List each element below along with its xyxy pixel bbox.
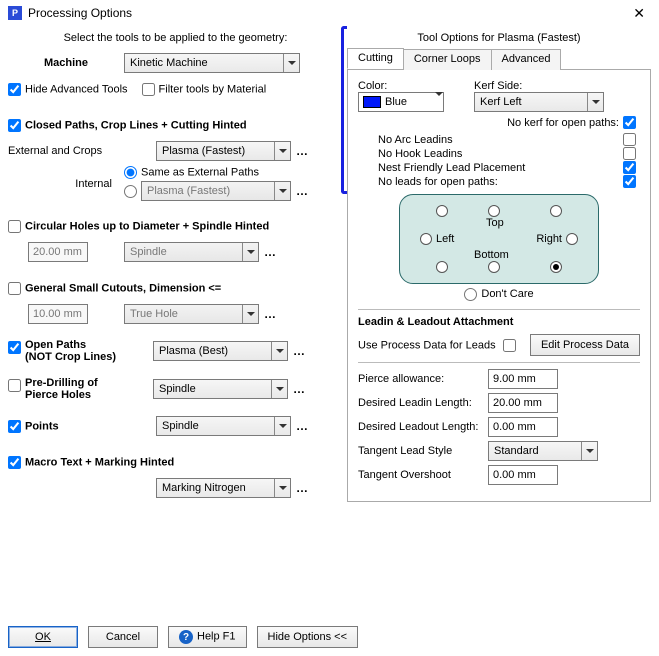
kerf-side-label: Kerf Side: [474,80,640,92]
no-hook-leadins-checkbox[interactable] [623,147,636,160]
open-paths-tool-select[interactable]: Plasma (Best) [153,341,288,361]
small-cutouts-checkbox[interactable]: General Small Cutouts, Dimension <= [8,282,221,295]
lead-pos-right-radio[interactable] [566,233,578,245]
kerf-side-select[interactable]: Kerf Left [474,92,604,112]
no-arc-leadins-label: No Arc Leadins [378,134,623,146]
leadout-length-input[interactable] [488,417,558,437]
circular-tool-more-button[interactable]: … [261,242,279,262]
lead-pos-tr-radio[interactable] [550,205,562,217]
circular-diameter-input[interactable] [28,242,88,262]
closed-paths-checkbox[interactable]: Closed Paths, Crop Lines + Cutting Hinte… [8,119,247,132]
lead-pos-top-radio[interactable] [488,205,500,217]
points-tool-select[interactable]: Spindle [156,416,291,436]
dialog-button-bar: OK Cancel ?Help F1 Hide Options << [8,626,358,648]
tab-corner-loops[interactable]: Corner Loops [403,49,492,70]
leadin-leadout-heading: Leadin & Leadout Attachment [358,316,640,328]
no-leads-open-checkbox[interactable] [623,175,636,188]
tangent-overshoot-label: Tangent Overshoot [358,469,488,481]
lead-position-panel: Top Left Right Bottom [399,194,599,284]
tool-options-title: Tool Options for Plasma (Fastest) [347,26,651,46]
color-swatch-icon [363,96,381,108]
edit-process-data-button[interactable]: Edit Process Data [530,334,640,356]
window-title: Processing Options [28,6,627,20]
lead-pos-tl-radio[interactable] [436,205,448,217]
lead-pos-bottom-radio[interactable] [488,261,500,273]
no-leads-open-label: No leads for open paths: [378,176,623,188]
external-tool-select[interactable]: Plasma (Fastest) [156,141,291,161]
leadout-length-label: Desired Leadout Length: [358,421,488,433]
tab-strip: Cutting Corner Loops Advanced [347,48,651,70]
tangent-style-select[interactable]: Standard [488,441,598,461]
internal-label: Internal [8,178,124,190]
small-cutouts-more-button[interactable]: … [261,304,279,324]
lead-pos-left-radio[interactable] [420,233,432,245]
color-label: Color: [358,80,444,92]
internal-tool-more-button[interactable]: … [293,181,311,201]
left-panel: Select the tools to be applied to the ge… [8,26,343,503]
tab-cutting[interactable]: Cutting [347,48,404,69]
hide-advanced-checkbox[interactable]: Hide Advanced Tools [8,83,128,96]
machine-select[interactable]: Kinetic Machine [124,53,300,73]
tab-pane-cutting: Color: Blue Kerf Side: Kerf Left No kerf… [347,70,651,502]
tangent-overshoot-input[interactable] [488,465,558,485]
dont-care-radio[interactable]: Don't Care [464,288,533,300]
external-crops-label: External and Crops [8,145,156,157]
ok-button[interactable]: OK [8,626,78,648]
tab-advanced[interactable]: Advanced [491,49,562,70]
points-checkbox[interactable]: Points [8,420,156,433]
pierce-allowance-input[interactable] [488,369,558,389]
small-cutouts-dim-input[interactable] [28,304,88,324]
use-process-data-checkbox[interactable]: Use Process Data for Leads [358,339,520,352]
no-kerf-open-label: No kerf for open paths: [507,117,619,129]
leadin-length-input[interactable] [488,393,558,413]
no-kerf-open-checkbox[interactable] [623,116,636,129]
lead-pos-br-radio[interactable] [550,261,562,273]
title-bar: P Processing Options ✕ [0,0,659,26]
internal-same-radio[interactable]: Same as External Paths [124,166,311,179]
macro-text-checkbox[interactable]: Macro Text + Marking Hinted [8,456,174,469]
close-icon[interactable]: ✕ [627,5,651,22]
open-paths-more-button[interactable]: … [290,341,308,361]
predrill-checkbox[interactable]: Pre-Drilling of Pierce Holes [8,377,153,401]
points-more-button[interactable]: … [293,416,311,436]
no-hook-leadins-label: No Hook Leadins [378,148,623,160]
macro-more-button[interactable]: … [293,478,311,498]
leadin-length-label: Desired Leadin Length: [358,397,488,409]
tangent-style-label: Tangent Lead Style [358,445,488,457]
predrill-more-button[interactable]: … [290,379,308,399]
filter-material-checkbox[interactable]: Filter tools by Material [142,83,267,96]
help-button[interactable]: ?Help F1 [168,626,247,648]
open-paths-checkbox[interactable]: Open Paths (NOT Crop Lines) [8,339,153,363]
app-icon: P [8,6,22,20]
circular-tool-select[interactable]: Spindle [124,242,259,262]
machine-label: Machine [8,57,124,69]
external-tool-more-button[interactable]: … [293,141,311,161]
cancel-button[interactable]: Cancel [88,626,158,648]
predrill-tool-select[interactable]: Spindle [153,379,288,399]
no-arc-leadins-checkbox[interactable] [623,133,636,146]
hide-options-button[interactable]: Hide Options << [257,626,359,648]
instruction-text: Select the tools to be applied to the ge… [8,26,339,52]
circular-holes-checkbox[interactable]: Circular Holes up to Diameter + Spindle … [8,220,269,233]
internal-custom-radio[interactable] [124,185,137,198]
color-select[interactable]: Blue [358,92,444,112]
nest-friendly-checkbox[interactable] [623,161,636,174]
small-cutouts-tool-select[interactable]: True Hole [124,304,259,324]
nest-friendly-label: Nest Friendly Lead Placement [378,162,623,174]
pierce-allowance-label: Pierce allowance: [358,373,488,385]
lead-pos-bl-radio[interactable] [436,261,448,273]
macro-tool-select[interactable]: Marking Nitrogen [156,478,291,498]
help-icon: ? [179,630,193,644]
right-panel: Tool Options for Plasma (Fastest) Cuttin… [347,26,651,503]
internal-tool-select[interactable]: Plasma (Fastest) [141,181,291,201]
